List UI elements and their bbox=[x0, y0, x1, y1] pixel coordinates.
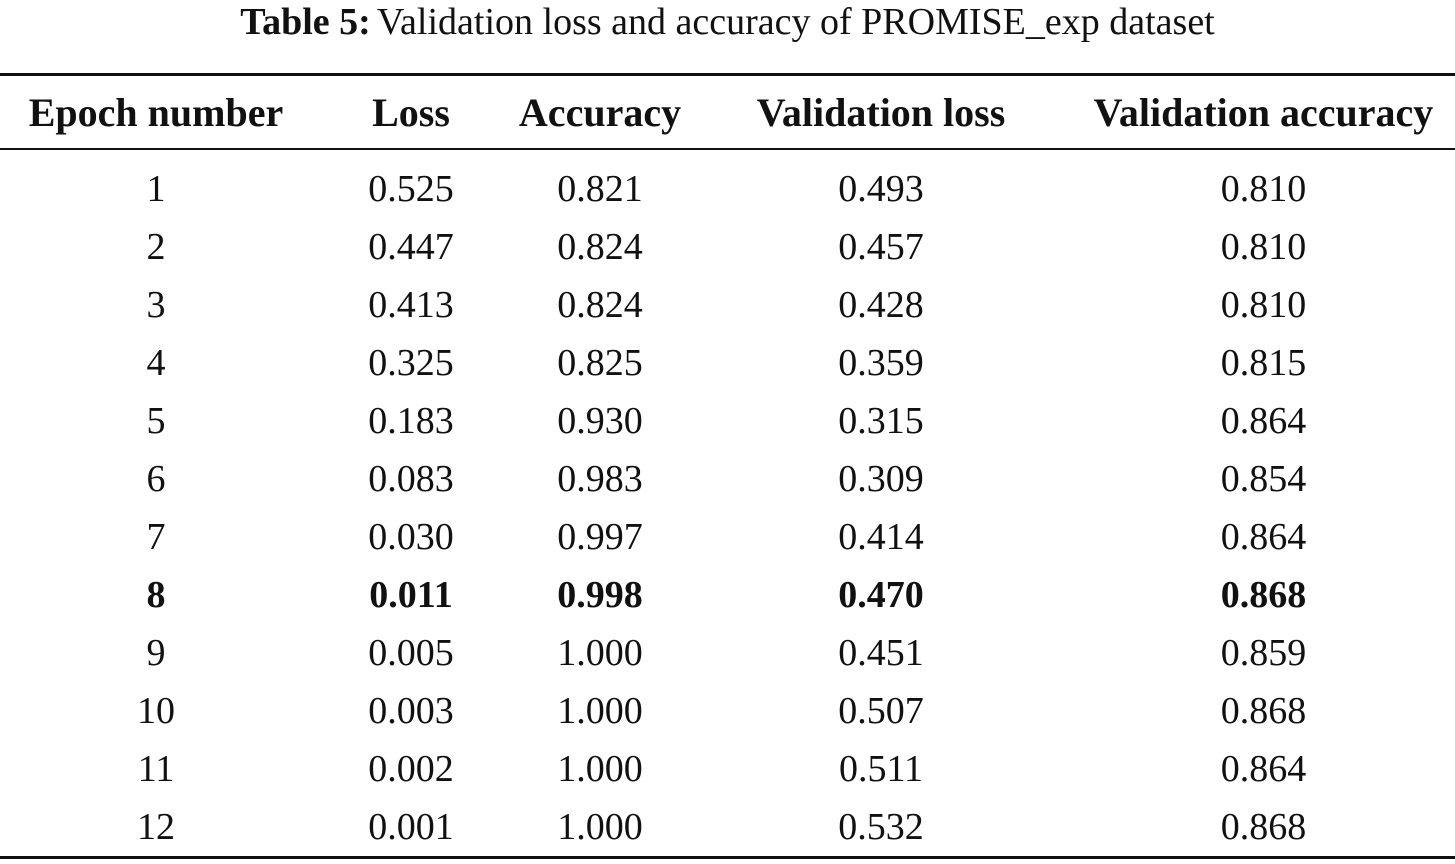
cell-validation-accuracy: 0.810 bbox=[1220, 226, 1307, 268]
cell-validation-loss: 0.315 bbox=[838, 400, 924, 442]
cell-accuracy: 1.000 bbox=[557, 632, 643, 674]
cell-validation-loss: 0.414 bbox=[838, 516, 924, 558]
table-row: 8 0.011 0.998 0.470 0.868 bbox=[0, 566, 1455, 624]
table-row: 10 0.003 1.000 0.507 0.868 bbox=[0, 682, 1455, 740]
header-row: Epoch number Loss Accuracy Validation lo… bbox=[0, 76, 1455, 149]
table-caption: Table 5: Validation loss and accuracy of … bbox=[0, 0, 1455, 50]
cell-validation-accuracy: 0.868 bbox=[1220, 806, 1307, 848]
cell-accuracy: 1.000 bbox=[557, 806, 643, 848]
cell-loss: 0.030 bbox=[368, 516, 454, 558]
cell-epoch-number: 2 bbox=[146, 226, 166, 268]
table-row: 12 0.001 1.000 0.532 0.868 bbox=[0, 798, 1455, 856]
cell-loss: 0.002 bbox=[368, 748, 454, 790]
cell-epoch-number: 6 bbox=[146, 458, 166, 500]
cell-validation-loss: 0.359 bbox=[838, 342, 924, 384]
cell-loss: 0.003 bbox=[368, 690, 454, 732]
cell-validation-accuracy: 0.864 bbox=[1220, 748, 1307, 790]
cell-validation-accuracy: 0.815 bbox=[1220, 342, 1307, 384]
cell-epoch-number: 9 bbox=[146, 632, 166, 674]
cell-epoch-number: 12 bbox=[137, 806, 175, 848]
cell-validation-accuracy: 0.864 bbox=[1220, 516, 1307, 558]
col-header-loss: Loss bbox=[372, 90, 450, 135]
cell-epoch-number: 8 bbox=[146, 574, 166, 616]
cell-epoch-number: 11 bbox=[137, 748, 175, 790]
table-row: 6 0.083 0.983 0.309 0.854 bbox=[0, 450, 1455, 508]
col-header-accuracy: Accuracy bbox=[518, 90, 682, 135]
cell-accuracy: 0.998 bbox=[557, 574, 643, 616]
cell-accuracy: 0.983 bbox=[557, 458, 643, 500]
table-body: 1 0.525 0.821 0.493 0.810 2 0.447 0.824 0.457 0.8… bbox=[0, 149, 1455, 856]
cell-accuracy: 0.824 bbox=[557, 284, 643, 326]
cell-validation-accuracy: 0.854 bbox=[1220, 458, 1307, 500]
cell-loss: 0.325 bbox=[368, 342, 454, 384]
col-header-validation-loss: Validation loss bbox=[756, 90, 1006, 135]
cell-loss: 0.447 bbox=[368, 226, 454, 268]
cell-validation-loss: 0.428 bbox=[838, 284, 924, 326]
cell-validation-loss: 0.532 bbox=[838, 806, 924, 848]
cell-validation-accuracy: 0.868 bbox=[1220, 574, 1307, 616]
table-row: 9 0.005 1.000 0.451 0.859 bbox=[0, 624, 1455, 682]
caption-text: Validation loss and accuracy of PROMISE_… bbox=[376, 1, 1215, 43]
cell-loss: 0.083 bbox=[368, 458, 454, 500]
table-row: 1 0.525 0.821 0.493 0.810 bbox=[0, 149, 1455, 218]
cell-loss: 0.011 bbox=[369, 574, 453, 616]
cell-accuracy: 0.821 bbox=[557, 168, 643, 210]
cell-accuracy: 0.997 bbox=[557, 516, 643, 558]
cell-epoch-number: 7 bbox=[146, 516, 166, 558]
cell-accuracy: 0.824 bbox=[557, 226, 643, 268]
results-table: Epoch number Loss Accuracy Validation lo… bbox=[0, 76, 1455, 856]
cell-epoch-number: 1 bbox=[146, 168, 166, 210]
cell-validation-accuracy: 0.859 bbox=[1220, 632, 1307, 674]
top-rule bbox=[0, 73, 1455, 76]
cell-epoch-number: 10 bbox=[137, 690, 175, 732]
cell-validation-accuracy: 0.810 bbox=[1220, 168, 1307, 210]
cell-validation-accuracy: 0.810 bbox=[1220, 284, 1307, 326]
cell-validation-accuracy: 0.868 bbox=[1220, 690, 1307, 732]
cell-epoch-number: 4 bbox=[146, 342, 166, 384]
table-row: 5 0.183 0.930 0.315 0.864 bbox=[0, 392, 1455, 450]
caption-label: Table 5: bbox=[240, 1, 371, 43]
cell-epoch-number: 3 bbox=[146, 284, 166, 326]
cell-validation-loss: 0.507 bbox=[838, 690, 924, 732]
cell-validation-loss: 0.470 bbox=[838, 574, 924, 616]
cell-validation-loss: 0.457 bbox=[838, 226, 924, 268]
cell-loss: 0.005 bbox=[368, 632, 454, 674]
col-header-epoch-number: Epoch number bbox=[28, 90, 284, 135]
table-row: 3 0.413 0.824 0.428 0.810 bbox=[0, 276, 1455, 334]
table-row: 11 0.002 1.000 0.511 0.864 bbox=[0, 740, 1455, 798]
cell-validation-loss: 0.451 bbox=[838, 632, 924, 674]
cell-loss: 0.001 bbox=[368, 806, 454, 848]
col-header-validation-accuracy: Validation accuracy bbox=[1093, 90, 1434, 135]
cell-accuracy: 0.825 bbox=[557, 342, 643, 384]
cell-accuracy: 1.000 bbox=[557, 748, 643, 790]
cell-validation-accuracy: 0.864 bbox=[1220, 400, 1307, 442]
cell-loss: 0.413 bbox=[368, 284, 454, 326]
table-header: Epoch number Loss Accuracy Validation lo… bbox=[0, 76, 1455, 149]
cell-loss: 0.525 bbox=[368, 168, 454, 210]
cell-accuracy: 0.930 bbox=[557, 400, 643, 442]
table-row: 7 0.030 0.997 0.414 0.864 bbox=[0, 508, 1455, 566]
cell-accuracy: 1.000 bbox=[557, 690, 643, 732]
cell-validation-loss: 0.309 bbox=[838, 458, 924, 500]
table-row: 4 0.325 0.825 0.359 0.815 bbox=[0, 334, 1455, 392]
cell-loss: 0.183 bbox=[368, 400, 454, 442]
bottom-rule bbox=[0, 856, 1455, 859]
cell-validation-loss: 0.493 bbox=[838, 168, 924, 210]
table-row: 2 0.447 0.824 0.457 0.810 bbox=[0, 218, 1455, 276]
cell-validation-loss: 0.511 bbox=[838, 748, 924, 790]
header-rule bbox=[0, 148, 1455, 150]
cell-epoch-number: 5 bbox=[146, 400, 166, 442]
